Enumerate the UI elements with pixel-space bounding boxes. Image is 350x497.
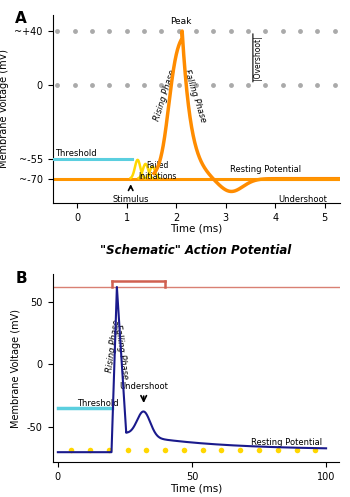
- Text: B: B: [15, 270, 27, 285]
- Text: |Overshoot|: |Overshoot|: [253, 35, 262, 80]
- Text: Falling Phase: Falling Phase: [113, 324, 129, 380]
- Text: Failed
Initiations: Failed Initiations: [138, 161, 177, 180]
- Text: Undershoot: Undershoot: [278, 195, 327, 204]
- X-axis label: Time (ms): Time (ms): [170, 224, 222, 234]
- Text: Rising Phase: Rising Phase: [105, 319, 121, 373]
- Text: A: A: [15, 11, 27, 26]
- Text: Undershoot: Undershoot: [119, 382, 168, 391]
- Text: Stimulus: Stimulus: [112, 195, 149, 204]
- Text: Falling Phase: Falling Phase: [182, 68, 208, 123]
- Text: Resting Potential: Resting Potential: [230, 166, 301, 174]
- X-axis label: Time (ms): Time (ms): [170, 483, 222, 494]
- Text: Rising Phase: Rising Phase: [153, 69, 178, 122]
- Text: Threshold: Threshold: [55, 150, 97, 159]
- Y-axis label: Membrane Voltage (mV): Membrane Voltage (mV): [0, 49, 9, 168]
- Text: Peak: Peak: [170, 17, 192, 26]
- Text: Resting Potential: Resting Potential: [251, 438, 322, 447]
- Text: "Schematic" Action Potential: "Schematic" Action Potential: [100, 244, 292, 257]
- Text: Threshold: Threshold: [77, 399, 118, 408]
- Y-axis label: Membrane Voltage (mV): Membrane Voltage (mV): [11, 309, 21, 428]
